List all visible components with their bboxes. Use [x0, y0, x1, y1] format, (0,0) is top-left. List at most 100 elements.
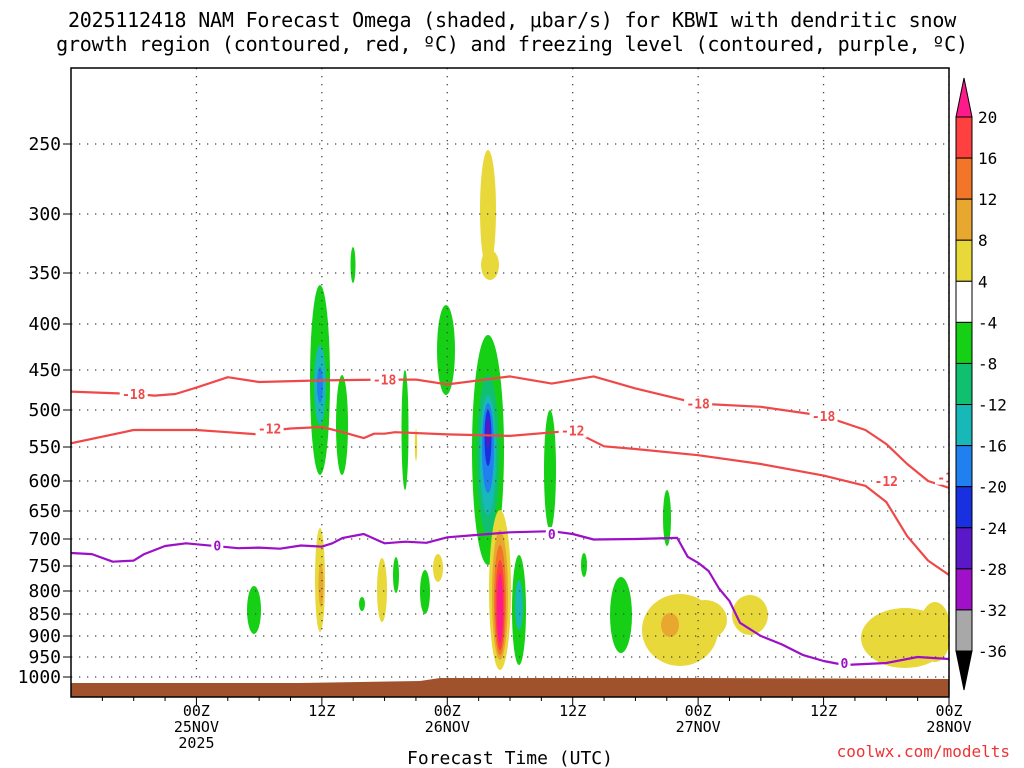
omega-shade-region: [663, 490, 671, 546]
y-tick-label: 750: [28, 556, 61, 577]
y-tick-label: 950: [28, 647, 61, 668]
y-tick-label: 850: [28, 604, 61, 625]
colorbar-band: [955, 239, 973, 282]
colorbar-band: [955, 486, 973, 529]
source-credit: coolwx.com/modelts: [836, 742, 1010, 761]
omega-shade-region: [661, 613, 679, 637]
isotherm-label: -18: [937, 472, 961, 487]
colorbar-band: [955, 404, 973, 447]
omega-shade-region: [497, 573, 503, 643]
colorbar-label: -16: [978, 437, 1007, 456]
y-tick-label: 650: [28, 501, 61, 522]
colorbar-band: [955, 280, 973, 323]
colorbar-band: [955, 568, 973, 611]
omega-shade-region: [318, 563, 324, 607]
isotherm-label: -18: [373, 374, 397, 389]
omega-shade-region: [393, 557, 399, 593]
colorbar-bottom-arrow: [955, 650, 973, 691]
colorbar-band: [955, 527, 973, 570]
y-tick-label: 350: [28, 263, 61, 284]
y-tick-label: 900: [28, 626, 61, 647]
isotherm-label-bg: [935, 470, 949, 485]
omega-shade-region: [544, 410, 556, 530]
omega-shade-region: [515, 580, 523, 630]
isotherm-label: -12: [561, 425, 584, 440]
isotherm-label: -12: [875, 475, 898, 490]
y-tick-label: 300: [28, 204, 61, 225]
ground-surface: [71, 678, 949, 697]
colorbar-label: -36: [978, 642, 1007, 661]
isotherm-label: 0: [841, 657, 849, 672]
x-tick-label: 12Z: [308, 702, 335, 720]
isotherm-label-bg: [211, 538, 224, 553]
omega-shade-region: [486, 417, 490, 447]
colorbar: 20 16 12 8 4 -4 -8 -12 -16 -20 -24 -28 -32 -36: [955, 77, 1007, 691]
colorbar-label: 4: [978, 272, 988, 291]
colorbar-label: -8: [978, 354, 997, 373]
omega-shade-region: [481, 250, 499, 280]
isotherm-line: [71, 530, 949, 667]
omega-shade-region: [437, 305, 455, 395]
colorbar-band: [955, 321, 973, 364]
y-tick-label: 550: [28, 437, 61, 458]
chart-title-line-1: 2025112418 NAM Forecast Omega (shaded, μ…: [67, 8, 957, 32]
colorbar-band: [955, 198, 973, 241]
isotherm-label-bg: [684, 396, 713, 411]
x-tick-label: 00Z: [935, 702, 962, 720]
omega-shade-region: [317, 367, 323, 403]
colorbar-label: -20: [978, 478, 1007, 497]
colorbar-band: [955, 116, 973, 159]
x-tick-label: 00Z: [685, 702, 712, 720]
colorbar-label: -24: [978, 519, 1007, 538]
isotherm-label-bg: [809, 408, 838, 423]
y-tick-label: 1000: [18, 667, 61, 688]
x-axis-label: Forecast Time (UTC): [407, 748, 613, 768]
omega-shade-region: [420, 570, 430, 614]
x-tick-label: 2025: [178, 734, 214, 752]
x-tick-label: 25NOV: [174, 718, 219, 736]
pressure-axis: 2503003504004505005506006507007508008509…: [18, 134, 71, 688]
y-tick-label: 600: [28, 471, 61, 492]
omega-shade-region: [480, 150, 496, 270]
colorbar-label: -12: [978, 396, 1007, 415]
omega-shade-region: [683, 600, 727, 640]
isotherm-label: 0: [548, 528, 556, 543]
omega-shade-region: [919, 602, 949, 662]
isotherm-label-bg: [370, 372, 399, 387]
omega-shade-region: [581, 553, 587, 577]
omega-shade-region: [377, 558, 387, 622]
y-tick-label: 800: [28, 581, 61, 602]
isotherm-label: -12: [258, 423, 281, 438]
colorbar-band: [955, 609, 973, 652]
x-tick-label: 12Z: [810, 702, 837, 720]
omega-shade-region: [433, 554, 443, 582]
x-tick-label: 26NOV: [425, 718, 470, 736]
temperature-contours: -18 -18 -18 -18 -18 -12 -12 -12 0 0 0: [71, 372, 961, 672]
omega-shade-region: [336, 375, 348, 475]
colorbar-band: [955, 157, 973, 200]
isotherm-label-bg: [545, 526, 558, 541]
x-tick-label: 00Z: [183, 702, 210, 720]
omega-shade-region: [401, 370, 409, 490]
colorbar-label: 8: [978, 231, 988, 250]
colorbar-label: -4: [978, 313, 997, 332]
omega-shade-region: [247, 586, 261, 634]
terrain-ground: [71, 678, 949, 697]
x-tick-label: 27NOV: [676, 718, 721, 736]
y-tick-label: 250: [28, 134, 61, 155]
omega-shading: [247, 150, 949, 670]
colorbar-band: [955, 362, 973, 406]
isotherm-label-bg: [119, 387, 148, 401]
x-tick-label: 00Z: [434, 702, 461, 720]
colorbar-label: 20: [978, 108, 997, 127]
isotherm-label: -18: [122, 388, 146, 403]
colorbar-top-arrow: [955, 77, 973, 118]
y-tick-label: 500: [28, 400, 61, 421]
isotherm-label-bg: [872, 474, 901, 488]
isotherm-label: 0: [213, 539, 221, 554]
colorbar-label: -28: [978, 560, 1007, 579]
omega-shade-region: [732, 595, 768, 635]
omega-shade-region: [350, 247, 356, 283]
